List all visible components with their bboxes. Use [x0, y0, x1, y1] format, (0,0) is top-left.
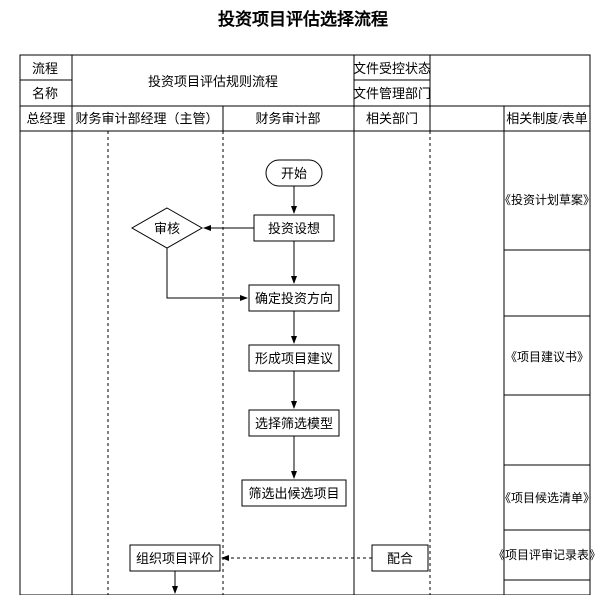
- hdr-doc-status: 文件受控状态: [353, 61, 431, 76]
- doc-1: 《投资计划草案》: [499, 192, 595, 207]
- table-frame: [20, 55, 590, 595]
- lbl-cooperate: 配合: [387, 551, 413, 566]
- hdr-flowtitle: 投资项目评估规则流程: [148, 74, 278, 89]
- edges: [167, 186, 372, 593]
- lane-3: 财务审计部: [255, 111, 320, 126]
- lbl-model: 选择筛选模型: [255, 416, 333, 431]
- lbl-idea: 投资设想: [268, 221, 320, 236]
- lane-4: 相关部门: [366, 111, 418, 126]
- lbl-candidates: 筛选出候选项目: [248, 486, 339, 501]
- lbl-organize: 组织项目评价: [136, 551, 214, 566]
- docs-column: 《投资计划草案》 《项目建议书》 《项目候选清单》 《项目评审记录表》: [493, 192, 601, 562]
- lane-2: 财务审计部经理（主管）: [75, 111, 218, 126]
- lbl-audit: 审核: [154, 221, 180, 236]
- diagram-title: 投资项目评估选择流程: [218, 9, 388, 29]
- doc-4: 《项目评审记录表》: [493, 547, 601, 562]
- lane-1: 总经理: [26, 111, 65, 126]
- hdr-doc-dept: 文件管理部门: [353, 86, 431, 101]
- lbl-start: 开始: [281, 166, 307, 181]
- lane-5: 相关制度/表单: [506, 111, 588, 126]
- hdr-name: 名称: [32, 86, 58, 101]
- doc-2: 《项目建议书》: [505, 350, 589, 364]
- lbl-direction: 确定投资方向: [255, 291, 333, 306]
- hdr-process: 流程: [32, 61, 58, 76]
- doc-3: 《项目候选清单》: [499, 491, 595, 505]
- lbl-proposal: 形成项目建议: [255, 351, 333, 366]
